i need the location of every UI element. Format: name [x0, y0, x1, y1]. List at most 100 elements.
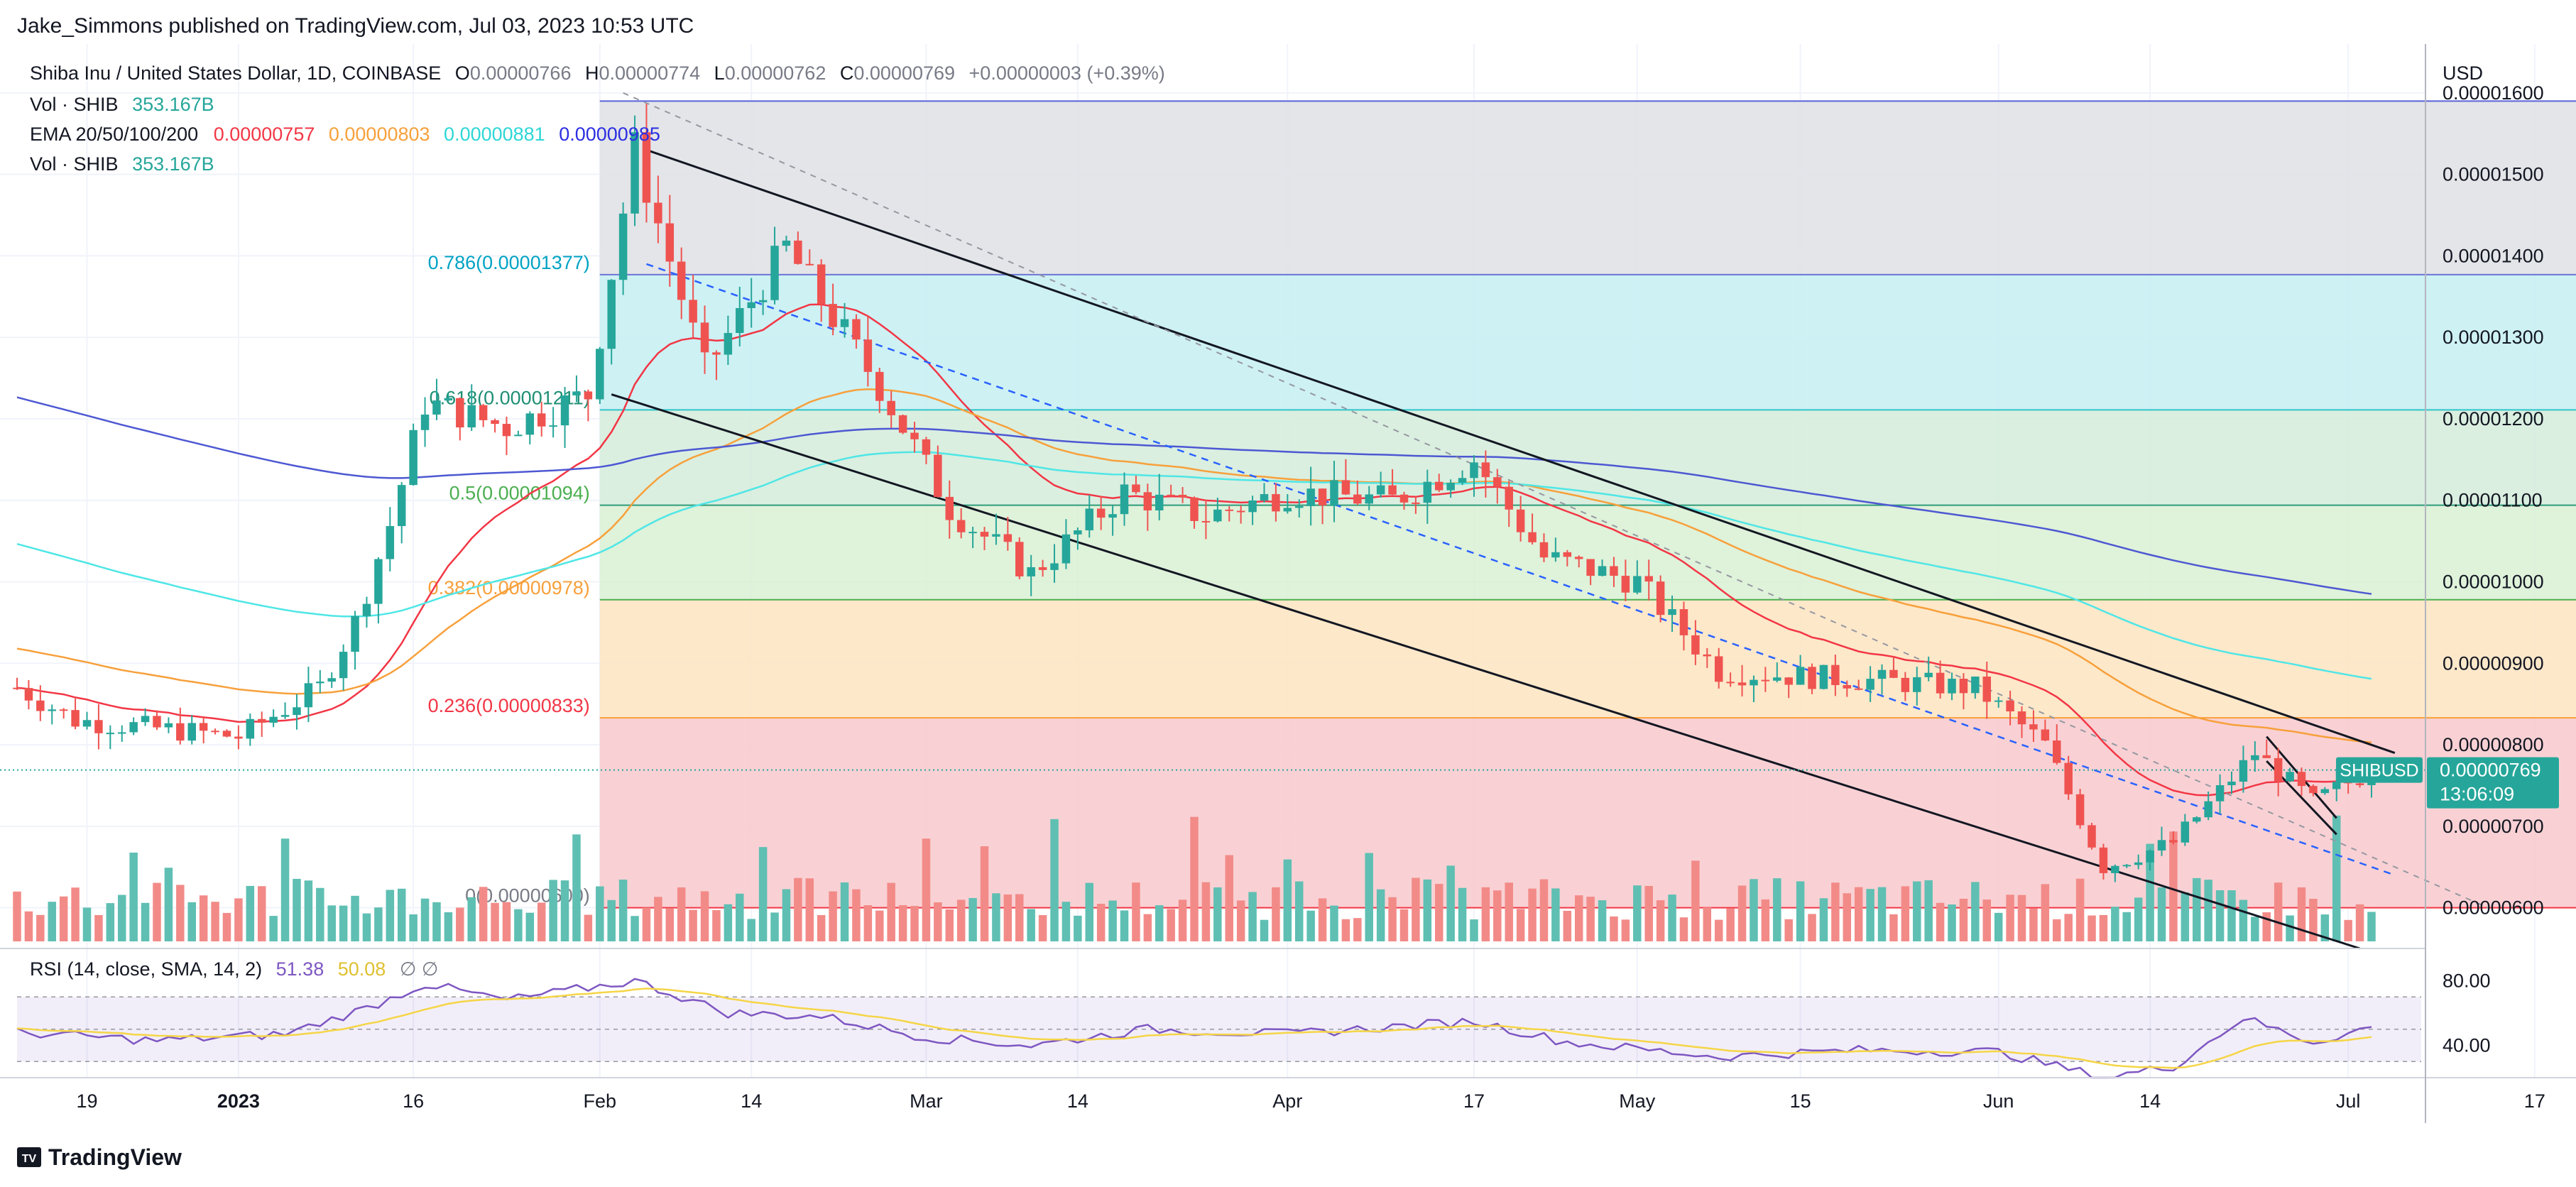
candle-body	[1703, 654, 1712, 657]
volume-bar	[502, 902, 511, 941]
candle-body	[1365, 494, 1373, 504]
volume-bar	[2274, 882, 2283, 941]
volume-bar	[222, 912, 231, 941]
volume-bar	[2157, 887, 2166, 941]
candle-body	[2320, 789, 2330, 794]
candle-body	[1505, 486, 1513, 510]
candle-body	[1644, 576, 1653, 582]
candle-body	[2075, 794, 2085, 826]
candle-body	[1050, 563, 1059, 570]
fib-zone	[599, 274, 2576, 410]
candle-body	[339, 652, 348, 679]
candle-body	[1236, 510, 1245, 513]
volume-bar	[642, 907, 651, 941]
fib-label: 0.236(0.00000833)	[428, 695, 590, 716]
volume-bar	[71, 887, 80, 941]
volume-bar	[1003, 894, 1013, 941]
candle-body	[1831, 664, 1840, 686]
volume-bar	[1563, 910, 1572, 941]
volume-bar	[1015, 894, 1024, 941]
volume-bar	[1750, 879, 1758, 941]
candle-body	[1412, 502, 1420, 504]
volume-bar	[1539, 879, 1549, 941]
volume-bar	[1178, 899, 1187, 941]
price-tick: 0.00001100	[2443, 490, 2543, 511]
symbol-title[interactable]: Shiba Inu / United States Dollar, 1D, CO…	[30, 62, 441, 84]
volume-bar	[618, 879, 628, 941]
volume-bar	[794, 877, 802, 941]
volume-bar	[1936, 902, 1945, 941]
volume-bar	[1120, 910, 1129, 941]
candle-body	[432, 400, 441, 415]
candle-body	[71, 710, 80, 727]
volume-bar	[1971, 882, 1980, 941]
legend-rsi[interactable]: RSI (14, close, SMA, 14, 2) 51.38 50.08 …	[30, 958, 438, 980]
volume-bar	[875, 910, 884, 941]
candle-body	[1551, 552, 1560, 558]
volume-bars	[13, 815, 2376, 941]
candle-body	[397, 485, 406, 527]
volume-bar	[1889, 914, 1898, 941]
candle-body	[817, 264, 826, 305]
volume-bar	[992, 893, 1000, 941]
volume-bar	[1866, 889, 1874, 941]
candle-body	[1994, 700, 2003, 702]
legend-ema[interactable]: EMA 20/50/100/200 0.00000757 0.00000803 …	[30, 124, 660, 145]
volume-bar	[2122, 912, 2132, 941]
fibonacci-retracement: 0.786(0.00001377)0.618(0.00001211)0.5(0.…	[428, 100, 2576, 909]
volume-bar	[910, 906, 919, 941]
candle-body	[467, 405, 476, 428]
tradingview-brand: TradingView	[48, 1144, 182, 1170]
volume-bar	[2251, 917, 2259, 941]
legend-volume-2[interactable]: Vol · SHIB 353.167B	[30, 153, 214, 175]
legend-ohlc[interactable]: Shiba Inu / United States Dollar, 1D, CO…	[30, 62, 1165, 84]
volume-bar	[525, 912, 535, 941]
candle-body	[642, 132, 651, 203]
candle-body	[758, 300, 768, 302]
candle-body	[514, 434, 523, 437]
volume-bar	[2146, 843, 2154, 941]
candle-body	[1528, 532, 1537, 542]
volume-bar	[1365, 853, 1373, 941]
volume-bar	[2286, 915, 2294, 941]
time-tick: 17	[1463, 1090, 1485, 1112]
candle-body	[2193, 817, 2201, 822]
volume-bar	[922, 838, 931, 941]
volume-bar	[1796, 881, 1805, 941]
volume-bar	[1854, 887, 1863, 941]
volume-bar	[956, 899, 966, 941]
volume-bar	[514, 909, 523, 941]
price-tag	[2427, 757, 2559, 809]
candle-body	[794, 240, 802, 264]
volume-bar	[1551, 888, 1560, 941]
candle-body	[59, 709, 68, 711]
volume-bar	[491, 902, 499, 941]
volume-bar	[1726, 908, 1735, 941]
candle-body	[2017, 711, 2026, 725]
rsi-value: 51.38	[276, 958, 324, 980]
candle-body	[2181, 821, 2190, 843]
volume-bar	[2344, 919, 2352, 941]
candle-body	[1446, 482, 1455, 491]
volume-bar	[1388, 897, 1397, 941]
volume-bar	[1283, 859, 1292, 941]
legend-volume[interactable]: Vol · SHIB 353.167B	[30, 94, 214, 115]
candle-body	[153, 716, 161, 728]
volume-value: 353.167B	[132, 94, 214, 115]
tradingview-logo[interactable]: TV TradingView	[17, 1144, 182, 1170]
candle-body	[2239, 760, 2248, 782]
candle-body	[2215, 785, 2225, 802]
volume-bar	[700, 891, 709, 941]
candle-body	[1470, 462, 1478, 478]
volume-bar	[94, 914, 103, 941]
volume-bar	[560, 880, 569, 941]
volume-bar	[1668, 895, 1676, 941]
candle-body	[910, 432, 919, 439]
volume-bar	[1446, 865, 1455, 941]
candle-body	[106, 733, 115, 735]
channel-mid-dashed	[646, 263, 2396, 876]
volume-bar	[1376, 889, 1385, 941]
price-tick: 0.00001200	[2443, 408, 2544, 430]
volume-bar	[280, 838, 290, 941]
close-value: 0.00000769	[853, 62, 955, 84]
